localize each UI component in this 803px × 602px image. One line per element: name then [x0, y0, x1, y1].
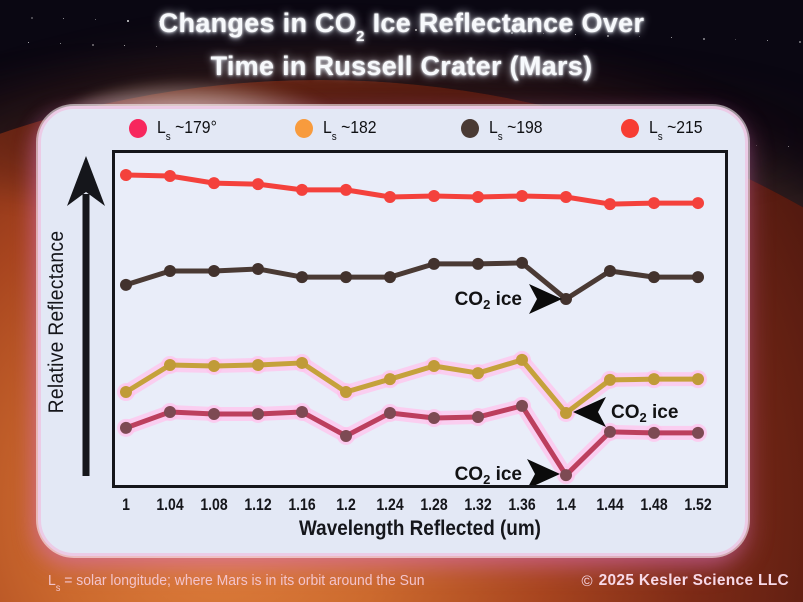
chart-svg: CO2 ice CO2 ice CO2 ice	[117, 169, 707, 485]
co2-ice-arrow-icon	[573, 397, 606, 427]
copyright: © 2025 Kesler Science LLC	[582, 572, 789, 590]
legend-item-ls182: Ls ~182	[295, 117, 383, 143]
title-line-1: Changes in CO2 Ice Reflectance Over	[158, 8, 645, 46]
legend-dot-pink	[129, 119, 147, 139]
title-line-2: Time in Russell Crater (Mars)	[210, 51, 593, 82]
co2-ice-annotation: CO2 ice	[455, 289, 522, 312]
legend-label: Ls ~182	[323, 117, 377, 143]
y-axis-arrow-icon	[67, 156, 105, 476]
title-subscript: 2	[356, 28, 365, 46]
legend-label: Ls ~198	[489, 117, 543, 143]
co2-ice-arrow-icon	[527, 459, 560, 485]
legend-item-ls179: Ls ~179°	[129, 117, 224, 143]
legend-label: Ls ~215	[649, 117, 703, 143]
legend-dot-red	[621, 119, 639, 139]
page-title: Changes in CO2 Ice Reflectance Over Time…	[0, 7, 803, 82]
legend-dot-brown	[461, 119, 479, 139]
legend-item-ls198: Ls ~198	[461, 117, 549, 143]
co2-ice-annotation: CO2 ice	[611, 402, 678, 425]
legend-dot-orange	[295, 119, 313, 139]
plot-area: CO2 ice CO2 ice CO2 ice	[112, 150, 728, 488]
footnote: Ls = solar longitude; where Mars is in i…	[48, 572, 425, 594]
copyright-icon: ©	[581, 572, 593, 590]
legend-label: Ls ~179°	[157, 117, 217, 143]
co2-ice-annotation: CO2 ice	[455, 464, 522, 485]
copyright-text: 2025 Kesler Science LLC	[598, 572, 789, 589]
x-axis-label: Wavelength Reflected (um)	[299, 517, 541, 540]
legend-item-ls215: Ls ~215	[621, 117, 709, 143]
co2-ice-arrow-icon	[529, 284, 562, 314]
y-axis-label: Relative Reflectance	[45, 230, 68, 414]
